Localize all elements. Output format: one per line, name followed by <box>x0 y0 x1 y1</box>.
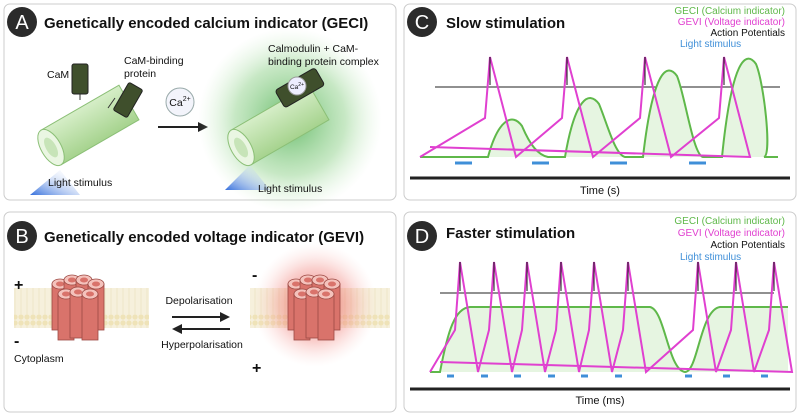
trace-c <box>410 56 790 180</box>
label: Cytoplasm <box>14 353 64 365</box>
helix-hole <box>304 277 312 283</box>
geci-fill <box>430 307 788 372</box>
legend-d: GECI (Calcium indicator) GEVI (Voltage i… <box>674 216 785 263</box>
arrows <box>172 312 230 334</box>
panel-letter: B <box>15 226 28 248</box>
panel-title: Slow stimulation <box>446 15 565 32</box>
panel-letter: C <box>415 12 429 34</box>
panel-title: Genetically encoded voltage indicator (G… <box>44 229 364 246</box>
geci-trace <box>430 306 788 374</box>
helix-hole <box>62 291 70 297</box>
charge: - <box>252 267 257 284</box>
charge: + <box>14 277 23 294</box>
legend-entry: GECI (Calcium indicator) <box>674 216 785 227</box>
ion-label: Ca2+ <box>290 82 304 91</box>
label: Light stimulus <box>258 183 322 195</box>
legend-entry: GEVI (Voltage indicator) <box>678 228 785 239</box>
legend-entry: Action Potentials <box>711 28 786 39</box>
helix-hole <box>298 291 306 297</box>
charge: - <box>14 333 19 350</box>
charge: + <box>252 360 261 377</box>
trace-d <box>410 261 794 391</box>
legend-entry: GEVI (Voltage indicator) <box>678 17 785 28</box>
label: Hyperpolarisation <box>161 339 243 351</box>
helix-hole <box>80 277 88 283</box>
gevi-channel <box>287 274 341 341</box>
panel-frames <box>3 3 797 413</box>
helix-hole <box>316 277 324 283</box>
geci-after <box>198 28 382 212</box>
panel-title: Genetically encoded calcium indicator (G… <box>44 15 368 32</box>
legend-entry: Light stimulus <box>680 39 741 50</box>
helix-hole <box>310 289 318 295</box>
panel-title: Faster stimulation <box>446 225 575 242</box>
label: Light stimulus <box>48 177 112 189</box>
helix-hole <box>86 291 94 297</box>
panel-letter: D <box>415 226 429 248</box>
helix-hole <box>328 281 336 287</box>
helix-hole <box>92 281 100 287</box>
axis-label: Time (ms) <box>575 395 624 407</box>
label: Depolarisation <box>165 295 232 307</box>
legend-c: GECI (Calcium indicator) GEVI (Voltage i… <box>674 6 785 50</box>
axis-label: Time (s) <box>580 185 620 197</box>
legend-entry: Light stimulus <box>680 252 741 263</box>
helix-hole <box>322 291 330 297</box>
label: Calmodulin + CaM-binding protein complex <box>268 43 380 68</box>
gevi-trace <box>419 56 752 159</box>
panel-letters: A B C D <box>7 7 437 251</box>
helix <box>81 293 99 341</box>
panel-letter: A <box>15 12 29 34</box>
label: CaM-binding protein <box>124 55 184 80</box>
legend-entry: GECI (Calcium indicator) <box>674 6 785 17</box>
legend-entry: Action Potentials <box>711 240 786 251</box>
ion-label: Ca2+ <box>169 96 190 109</box>
helix-hole <box>56 281 64 287</box>
gevi-channel <box>51 274 105 341</box>
helix-hole <box>74 289 82 295</box>
geci-trace <box>420 57 778 158</box>
helix <box>317 293 335 341</box>
geci-before <box>30 63 143 195</box>
helix-hole <box>68 277 76 283</box>
helix-hole <box>292 281 300 287</box>
label: CaM <box>47 69 69 81</box>
